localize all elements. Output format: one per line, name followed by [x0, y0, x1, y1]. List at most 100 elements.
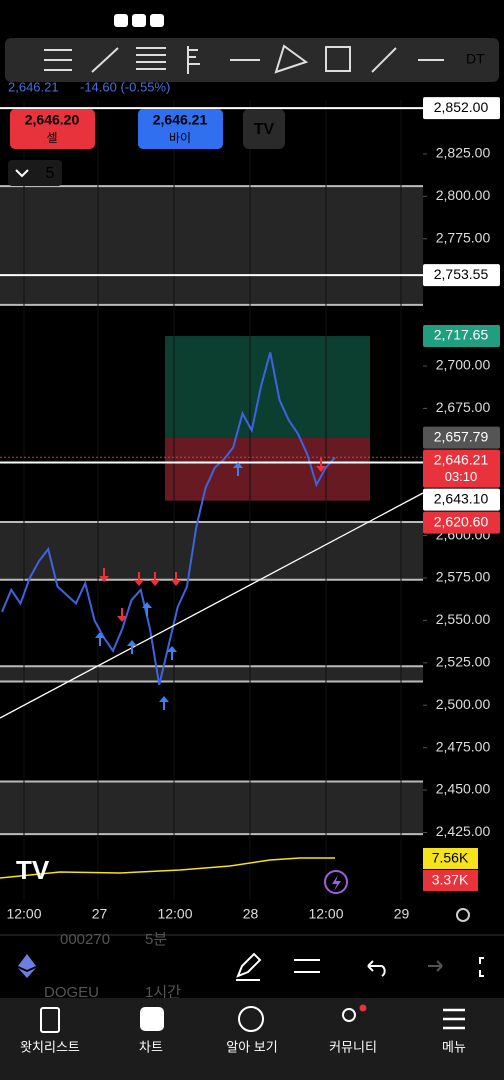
- time-label: 12:00: [308, 906, 343, 922]
- nav-label[interactable]: 알아 보기: [226, 1039, 277, 1054]
- countdown: 03:10: [445, 469, 478, 484]
- nav-icon: [443, 1008, 465, 1030]
- nav-label[interactable]: 차트: [139, 1039, 163, 1054]
- nav-icon: [140, 1007, 164, 1031]
- volume-label-box: [423, 870, 478, 891]
- interval-badge[interactable]: [8, 160, 62, 186]
- price-label-box: [423, 264, 500, 287]
- buy-arrow: [95, 632, 105, 646]
- time-axis: 12:00 27 12:00 28 12:00 29: [6, 906, 409, 922]
- buy-arrow: [142, 602, 152, 616]
- interval[interactable]: 15분: [142, 955, 181, 976]
- loss-zone: [165, 437, 370, 501]
- tv-button[interactable]: [243, 109, 285, 149]
- status-battery: 42%: [462, 10, 496, 29]
- price-label-box: [423, 488, 500, 511]
- y-tick-label: 2,775.00: [436, 229, 491, 245]
- quote-change: -14.60 (-0.55%): [80, 79, 170, 94]
- tool-icon[interactable]: [274, 44, 309, 74]
- trend-line: [0, 492, 424, 719]
- quote-price: 2,646.21: [8, 79, 59, 94]
- tool-icon[interactable]: [325, 46, 351, 72]
- y-tick-label: 2,675.00: [436, 399, 491, 415]
- price-label-box: [423, 449, 500, 488]
- volume-label: 7.56K: [432, 850, 469, 866]
- lightning-button[interactable]: [324, 870, 348, 894]
- settings-sliders[interactable]: [294, 959, 320, 973]
- price-label-box: [423, 325, 500, 348]
- sell-arrow: [134, 572, 144, 586]
- ghost-symbol: 000270: [60, 931, 110, 948]
- nav-label[interactable]: 메뉴: [442, 1039, 466, 1054]
- sell-button[interactable]: [10, 109, 95, 149]
- y-tick-label: 2,825.00: [436, 145, 491, 161]
- buy-arrow: [127, 640, 137, 654]
- status-icon: [132, 14, 146, 27]
- symbol-fragment: DT: [466, 51, 485, 67]
- buy-button[interactable]: [138, 109, 223, 149]
- sell-arrow: [316, 458, 326, 472]
- zone: [0, 781, 423, 835]
- price-label: 2,646.21: [434, 451, 489, 467]
- volume-average: [0, 857, 335, 879]
- toolbar-icons: [44, 44, 444, 74]
- lightning-icon: [332, 875, 341, 891]
- y-tick-label: 2,525.00: [436, 654, 491, 670]
- price-label: 2,852.00: [434, 99, 489, 115]
- draw-icon[interactable]: [236, 952, 262, 981]
- tool-icon[interactable]: [371, 47, 397, 73]
- sell-arrow: [150, 572, 160, 586]
- sell-label: 셀: [46, 131, 57, 145]
- y-tick-label: 2,575.00: [436, 569, 491, 585]
- time-label: 12:00: [157, 906, 192, 922]
- nav-icon: [238, 1006, 264, 1032]
- buy-arrows: [95, 462, 243, 710]
- y-tick-label: 2,550.00: [436, 611, 491, 627]
- profit-zone: [165, 336, 370, 438]
- buy-arrow: [159, 696, 169, 710]
- symbol[interactable]: ETHUSD: [44, 955, 122, 976]
- nav-icon: [342, 1008, 356, 1022]
- nav-label[interactable]: 커뮤니티: [329, 1039, 377, 1054]
- ghost-symbol: DOGEU: [44, 984, 99, 1001]
- status-time: 1:41: [22, 10, 55, 29]
- settings-icon[interactable]: [456, 908, 470, 922]
- nav-label[interactable]: 왓치리스트: [20, 1039, 80, 1054]
- sell-arrow: [171, 572, 181, 586]
- zone: [0, 522, 423, 580]
- chart-layer: 2,825.00 2,800.00 2,775.00 2,700.00 2,675.00…: [0, 97, 500, 900]
- fullscreen-icon[interactable]: [479, 957, 484, 977]
- y-tick-label: 2,475.00: [436, 738, 491, 754]
- volume-label: 3.37K: [432, 872, 469, 888]
- y-tick-label: 2,425.00: [436, 823, 491, 839]
- tool-icon[interactable]: [187, 46, 200, 74]
- sell-arrows: [99, 458, 326, 622]
- price-label: 2,753.55: [434, 266, 489, 282]
- buy-arrow: [233, 462, 243, 476]
- tool-icon[interactable]: [136, 47, 166, 70]
- redo-icon[interactable]: [428, 960, 443, 972]
- tool-icon[interactable]: [44, 49, 72, 71]
- price-label-box: [423, 426, 500, 449]
- zone: [0, 186, 423, 305]
- price-label-box: [423, 511, 500, 534]
- undo-icon[interactable]: [367, 960, 386, 977]
- zone: [0, 666, 423, 682]
- tool-icon[interactable]: [91, 47, 119, 73]
- y-tick-label: 2,450.00: [436, 781, 491, 797]
- price-label-box: [423, 97, 500, 120]
- tv-logo: TV: [254, 121, 275, 138]
- sell-arrow: [99, 568, 109, 582]
- status-icon: [114, 14, 128, 27]
- volume-label-box: [423, 848, 478, 869]
- time-label: 29: [394, 906, 410, 922]
- price-label: 2,717.65: [434, 327, 489, 343]
- time-label: 28: [243, 906, 259, 922]
- notification-dot: [359, 1004, 367, 1012]
- y-tick-label: 2,800.00: [436, 187, 491, 203]
- interval-value: 5: [46, 165, 55, 182]
- y-tick-label: 2,500.00: [436, 696, 491, 712]
